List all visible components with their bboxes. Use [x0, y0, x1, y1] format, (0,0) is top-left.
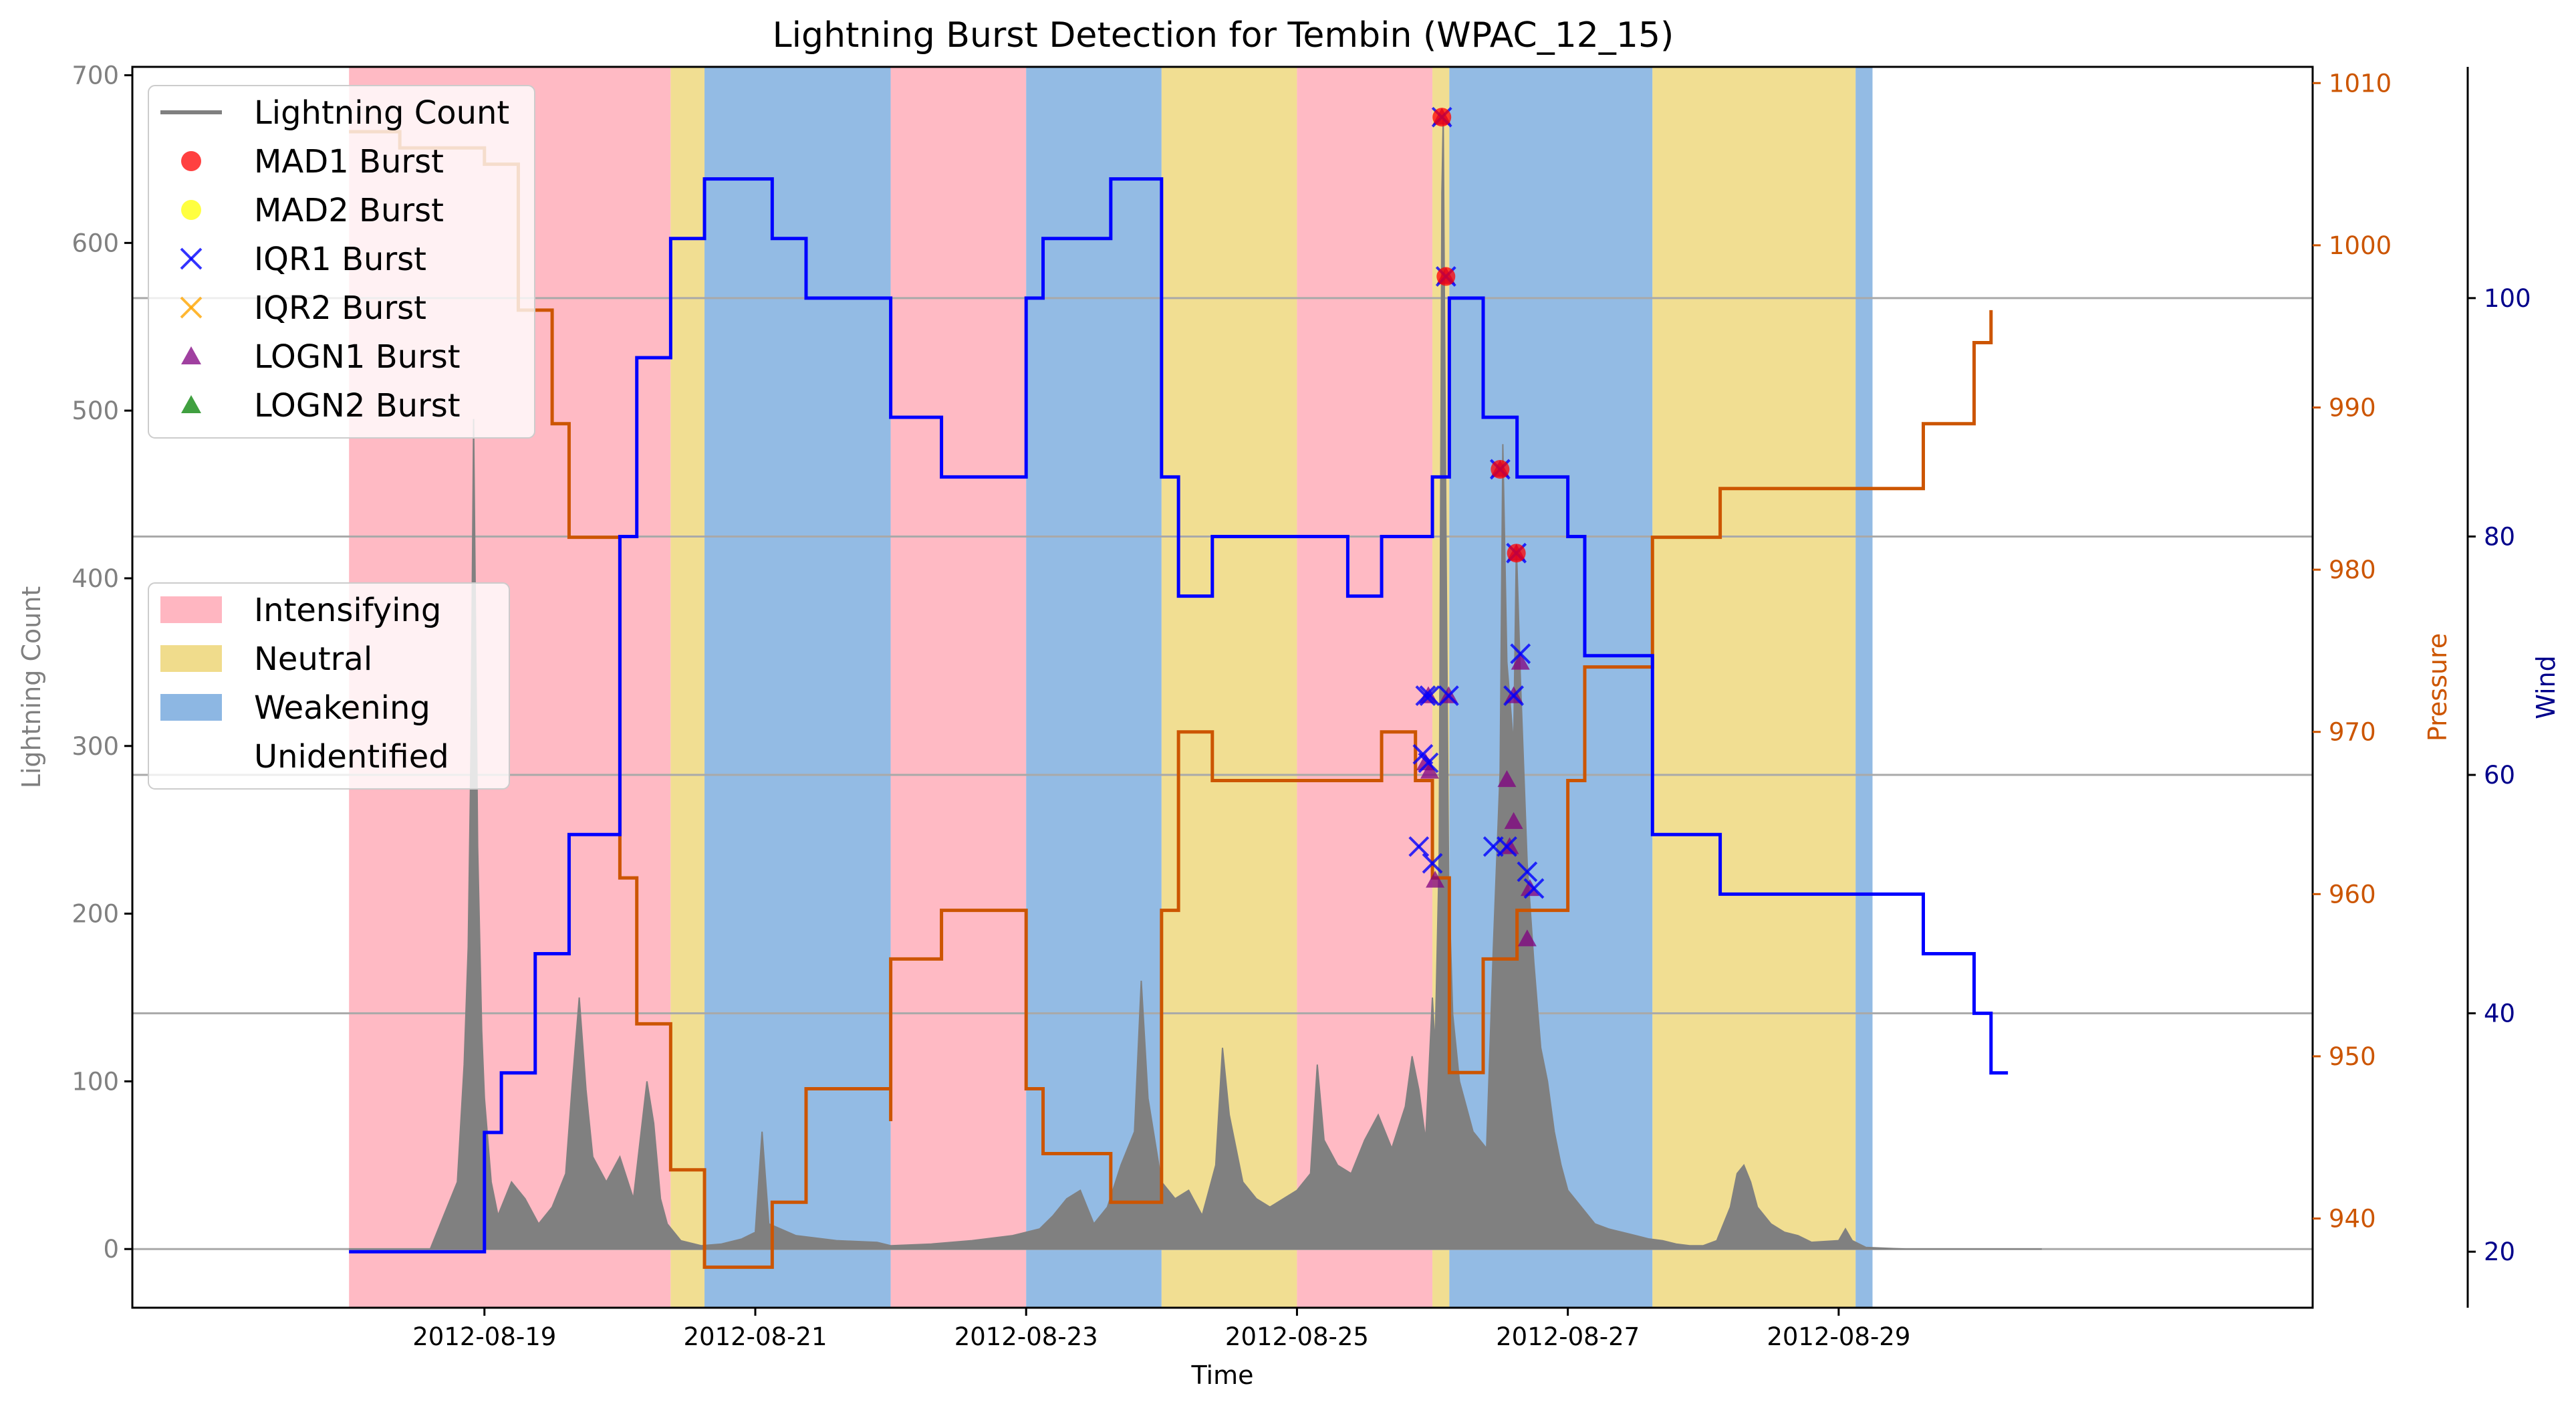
x-tick-label: 2012-08-23: [954, 1322, 1098, 1351]
phase-band-neutral: [1652, 67, 1855, 1308]
legend-label: Lightning Count: [254, 94, 509, 132]
pressure-tick-label: 960: [2329, 880, 2376, 909]
legend-phase-label: Neutral: [254, 640, 372, 678]
legend-phase-swatch: [160, 743, 222, 770]
legend-phase-swatch: [160, 694, 222, 721]
left-tick-label: 0: [103, 1235, 119, 1264]
left-tick-label: 400: [72, 564, 119, 593]
left-tick-label: 600: [72, 229, 119, 257]
x-tick-label: 2012-08-19: [412, 1322, 556, 1351]
pressure-tick-label: 990: [2329, 393, 2376, 422]
left-tick-label: 200: [72, 900, 119, 929]
pressure-tick-label: 980: [2329, 556, 2376, 584]
wind-tick-label: 40: [2484, 1000, 2515, 1028]
legend-label: MAD1 Burst: [254, 143, 444, 181]
x-tick-label: 2012-08-25: [1225, 1322, 1369, 1351]
phase-band-weakening: [704, 67, 891, 1308]
left-axis-label: Lightning Count: [17, 586, 46, 789]
legend-phase-label: Weakening: [254, 689, 430, 727]
mad1-burst-marker: [1507, 544, 1526, 562]
phase-band-weakening: [1855, 67, 1872, 1308]
pressure-tick-label: 970: [2329, 718, 2376, 747]
legend-phase-label: Intensifying: [254, 592, 441, 629]
legend-mad2-burst-swatch: [181, 200, 201, 220]
pressure-axis-label: Pressure: [2423, 633, 2452, 741]
legend-phase-label: Unidentified: [254, 738, 449, 776]
legend-label: IQR1 Burst: [254, 241, 426, 278]
legend-label: LOGN1 Burst: [254, 338, 461, 376]
legends: Lightning Count MAD1 Burst MAD2 Burst IQR1 …: [148, 86, 535, 789]
legend-phase-swatch: [160, 645, 222, 672]
wind-axis-label: Wind: [2531, 655, 2561, 719]
wind-tick-label: 20: [2484, 1238, 2515, 1266]
left-tick-label: 300: [72, 732, 119, 761]
left-tick-label: 500: [72, 396, 119, 425]
x-tick-label: 2012-08-21: [683, 1322, 827, 1351]
legend-label: MAD2 Burst: [254, 192, 444, 229]
pressure-tick-label: 940: [2329, 1205, 2376, 1234]
chart-title: Lightning Burst Detection for Tembin (WP…: [773, 15, 1674, 55]
mad1-burst-marker: [1432, 108, 1451, 126]
wind-tick-label: 80: [2484, 522, 2515, 551]
x-axis-label: Time: [1191, 1361, 1254, 1390]
pressure-tick-label: 950: [2329, 1042, 2376, 1071]
mad1-burst-marker: [1436, 267, 1455, 286]
pressure-tick-label: 1000: [2329, 231, 2392, 260]
left-tick-label: 100: [72, 1067, 119, 1096]
phase-band-neutral: [670, 67, 704, 1308]
wind-tick-label: 60: [2484, 761, 2515, 790]
wind-tick-label: 100: [2484, 284, 2531, 313]
x-tick-label: 2012-08-27: [1496, 1322, 1640, 1351]
phase-band-intensifying: [891, 67, 1027, 1308]
legend-label: LOGN2 Burst: [254, 387, 461, 425]
legend-phase-swatch: [160, 596, 222, 623]
legend-mad1-burst-swatch: [181, 151, 201, 171]
mad1-burst-marker: [1491, 460, 1509, 479]
pressure-tick-label: 1010: [2329, 69, 2392, 98]
x-tick-label: 2012-08-29: [1767, 1322, 1910, 1351]
legend-label: IQR2 Burst: [254, 289, 426, 327]
left-tick-label: 700: [72, 62, 119, 90]
